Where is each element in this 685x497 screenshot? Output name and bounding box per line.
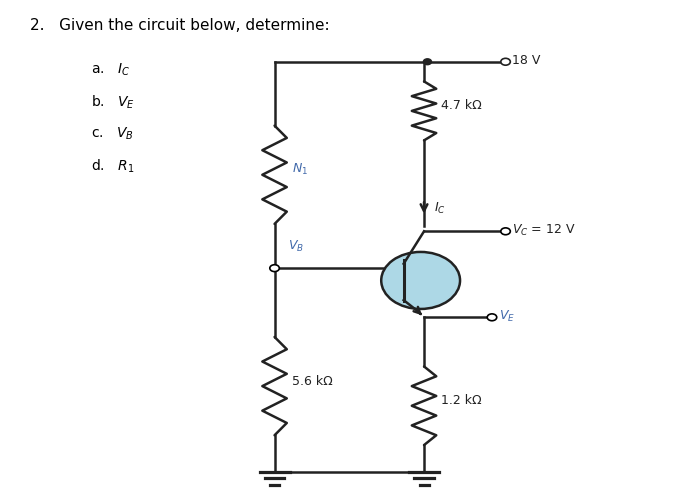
Text: a.   $I_C$: a. $I_C$ — [91, 62, 130, 78]
Circle shape — [501, 58, 510, 65]
Circle shape — [501, 228, 510, 235]
Circle shape — [382, 252, 460, 309]
Text: b.   $V_E$: b. $V_E$ — [91, 94, 135, 111]
Circle shape — [487, 314, 497, 321]
Circle shape — [270, 265, 279, 271]
Text: $\mathit{N_1}$: $\mathit{N_1}$ — [292, 163, 308, 177]
Text: $\mathit{I_C}$: $\mathit{I_C}$ — [434, 200, 446, 216]
Text: 4.7 kΩ: 4.7 kΩ — [441, 99, 482, 112]
Text: $V_E$: $V_E$ — [499, 309, 515, 324]
Text: $V_B$: $V_B$ — [288, 239, 304, 253]
Text: 5.6 kΩ: 5.6 kΩ — [292, 375, 332, 388]
Text: $V_C$ = 12 V: $V_C$ = 12 V — [512, 223, 576, 238]
Text: 2.   Given the circuit below, determine:: 2. Given the circuit below, determine: — [30, 17, 329, 32]
Circle shape — [423, 59, 432, 65]
Text: d.   $R_1$: d. $R_1$ — [91, 158, 134, 175]
Text: 1.2 kΩ: 1.2 kΩ — [441, 394, 482, 408]
Text: 18 V: 18 V — [512, 54, 540, 67]
Text: c.   $V_B$: c. $V_B$ — [91, 126, 134, 142]
